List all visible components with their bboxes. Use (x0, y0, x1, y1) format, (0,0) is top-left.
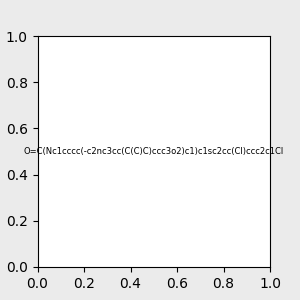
Text: O=C(Nc1cccc(-c2nc3cc(C(C)C)ccc3o2)c1)c1sc2cc(Cl)ccc2c1Cl: O=C(Nc1cccc(-c2nc3cc(C(C)C)ccc3o2)c1)c1s… (24, 147, 284, 156)
